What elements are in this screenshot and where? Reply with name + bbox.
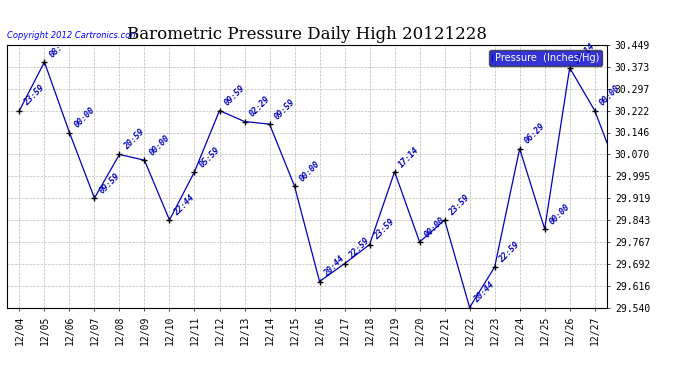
Text: Copyright 2012 Cartronics.com: Copyright 2012 Cartronics.com: [7, 31, 138, 40]
Text: 22:59: 22:59: [347, 237, 371, 261]
Text: 09:59: 09:59: [273, 97, 296, 122]
Text: 00:00: 00:00: [598, 84, 622, 108]
Text: 09:59: 09:59: [97, 171, 121, 195]
Text: 00:00: 00:00: [72, 106, 96, 130]
Text: 23:59: 23:59: [0, 374, 1, 375]
Text: 20:44: 20:44: [473, 280, 496, 305]
Text: 09:59: 09:59: [222, 84, 246, 108]
Text: 23:59: 23:59: [22, 84, 46, 108]
Text: 20:44: 20:44: [322, 255, 346, 279]
Text: 22:44: 22:44: [172, 193, 196, 217]
Text: 17:14: 17:14: [397, 145, 422, 169]
Text: 10:14: 10:14: [0, 374, 1, 375]
Text: 05:59: 05:59: [197, 145, 221, 169]
Text: 18:14: 18:14: [573, 41, 596, 65]
Text: 23:59: 23:59: [447, 193, 471, 217]
Text: 00:00: 00:00: [147, 134, 171, 158]
Text: 08:: 08:: [47, 42, 64, 59]
Title: Barometric Pressure Daily High 20121228: Barometric Pressure Daily High 20121228: [127, 27, 487, 44]
Text: 00:00: 00:00: [0, 374, 1, 375]
Text: 00:00: 00:00: [422, 215, 446, 239]
Legend: Pressure  (Inches/Hg): Pressure (Inches/Hg): [489, 50, 602, 66]
Text: 00:00: 00:00: [297, 159, 322, 183]
Text: 06:29: 06:29: [522, 122, 546, 146]
Text: 00:00: 00:00: [547, 202, 571, 226]
Text: 22:59: 22:59: [497, 240, 522, 264]
Text: 23:59: 23:59: [373, 218, 396, 242]
Text: 18:14: 18:14: [0, 374, 1, 375]
Text: 02:29: 02:29: [247, 95, 271, 119]
Text: 20:59: 20:59: [122, 128, 146, 152]
